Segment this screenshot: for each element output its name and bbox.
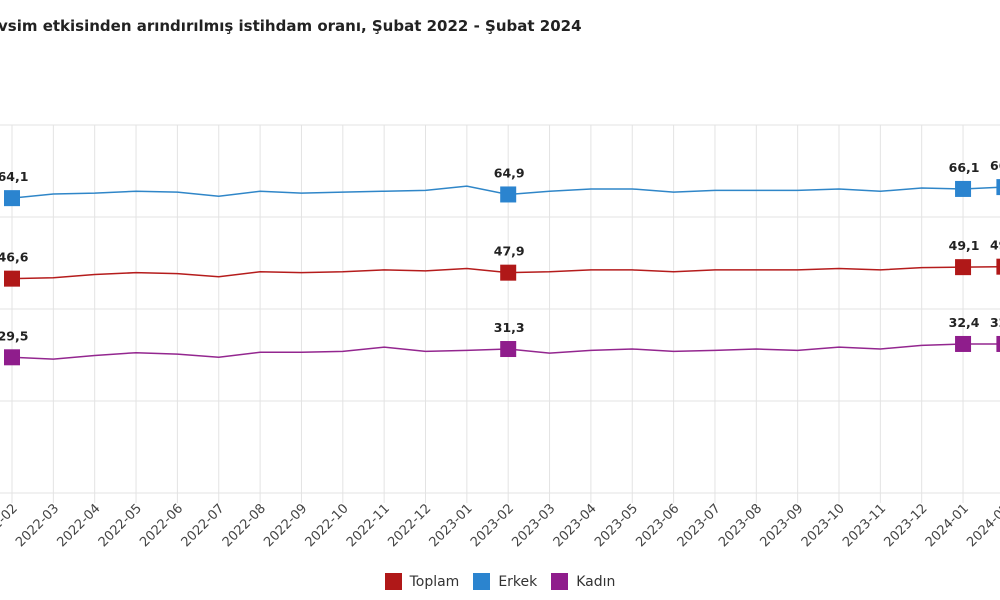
data-label: 66,5: [990, 158, 1000, 173]
legend-label: Erkek: [498, 573, 538, 590]
data-label: 64,1: [0, 169, 28, 184]
data-marker: [955, 180, 972, 197]
data-marker: [996, 179, 1000, 196]
x-tick-label: 2022-06: [137, 501, 186, 550]
x-tick-label: 2022-10: [303, 501, 352, 550]
data-marker: [500, 186, 517, 203]
x-tick-label: 2023-10: [799, 501, 848, 550]
data-marker: [500, 264, 517, 281]
data-marker: [955, 259, 972, 276]
data-marker: [955, 335, 972, 352]
data-label: 49,2: [990, 238, 1000, 253]
x-tick-label: 2022-03: [13, 501, 62, 550]
x-tick-label: 2024-02: [964, 501, 1000, 550]
x-tick-label: 2023-05: [592, 501, 641, 550]
legend: Toplam Erkek Kadın: [0, 573, 1000, 590]
x-tick-label: 2023-09: [757, 501, 806, 550]
data-label: 66,1: [949, 160, 980, 175]
data-marker: [4, 349, 20, 366]
data-label: 32,4: [990, 315, 1000, 330]
x-tick-label: 2024-01: [923, 501, 972, 550]
data-label: 31,3: [494, 320, 525, 335]
x-tick-label: 2023-08: [716, 501, 765, 550]
x-tick-label: 2022-05: [96, 501, 145, 550]
data-marker: [4, 270, 20, 287]
x-tick-label: 2022-11: [344, 501, 393, 550]
data-label: 32,4: [949, 315, 980, 330]
x-tick-label: 2023-01: [427, 501, 476, 550]
data-marker: [996, 258, 1000, 275]
legend-swatch: [551, 573, 569, 590]
x-tick-label: 2023-06: [633, 501, 682, 550]
legend-item-erkek[interactable]: Erkek: [473, 573, 537, 590]
x-tick-label: 2022-07: [179, 501, 228, 550]
x-tick-label: 2023-11: [840, 501, 889, 550]
legend-label: Kadın: [576, 573, 616, 590]
x-tick-label: 2023-07: [675, 501, 724, 550]
x-tick-label: 2023-03: [509, 501, 558, 550]
legend-item-kadin[interactable]: Kadın: [551, 573, 615, 590]
x-tick-label: 2023-02: [468, 501, 517, 550]
legend-swatch: [384, 573, 402, 590]
data-label: 49,1: [949, 238, 980, 253]
data-label: 47,9: [494, 244, 525, 259]
data-label: 46,6: [0, 250, 29, 265]
x-tick-label: 2023-04: [551, 501, 600, 550]
chart-title: vsim etkisinden arındırılmış istihdam or…: [0, 17, 582, 35]
x-tick-label: 2022-04: [55, 501, 104, 550]
x-tick-label: 2023-12: [882, 501, 931, 550]
x-tick-label: 2022-12: [385, 501, 434, 550]
data-marker: [500, 341, 517, 358]
legend-item-toplam[interactable]: Toplam: [384, 573, 460, 590]
legend-swatch: [473, 573, 491, 590]
data-label: 64,9: [494, 165, 525, 180]
x-tick-label: 2022-08: [220, 501, 269, 550]
x-tick-label: 2022-09: [261, 501, 310, 550]
data-marker: [996, 335, 1000, 352]
data-label: 29,5: [0, 328, 28, 343]
legend-label: Toplam: [409, 573, 460, 590]
data-marker: [4, 190, 20, 207]
